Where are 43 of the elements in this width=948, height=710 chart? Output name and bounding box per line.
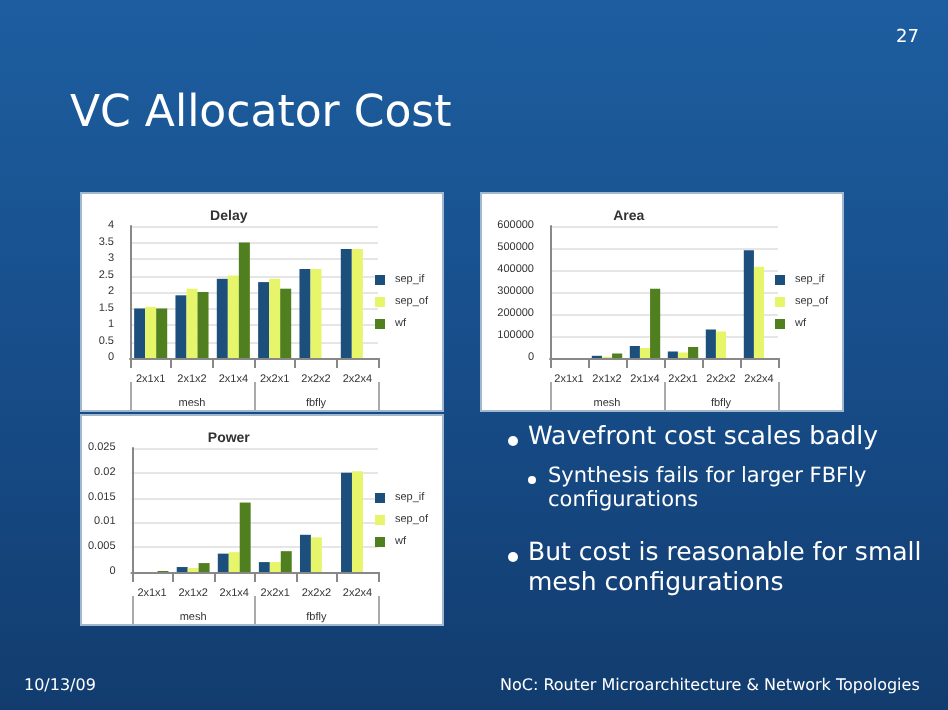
bar [667, 351, 678, 358]
bar [238, 242, 250, 358]
bar [198, 563, 210, 572]
bar [705, 329, 716, 358]
bar [258, 282, 270, 358]
bar [156, 308, 168, 358]
bar [650, 288, 661, 358]
bar [175, 295, 187, 358]
text: But cost is reasonable for small mesh configurations [528, 536, 924, 596]
bar [743, 250, 754, 358]
bar [269, 278, 281, 358]
bar [186, 288, 198, 358]
bar [227, 275, 239, 358]
bar [310, 537, 322, 572]
bar [629, 345, 640, 358]
bar [280, 288, 292, 358]
bar [351, 471, 363, 572]
text: Synthesis fails for larger FBFly configurations [548, 464, 868, 512]
bar [269, 562, 281, 572]
text: 27 [896, 28, 919, 48]
bar [351, 249, 363, 358]
bar [216, 278, 228, 358]
bar [280, 551, 292, 572]
bar [688, 347, 699, 358]
bar [217, 553, 229, 572]
text: NoC: Router Microarchitecture & Network Topologies [500, 676, 920, 694]
bar [197, 292, 209, 358]
bar [134, 308, 146, 358]
bar [715, 331, 727, 358]
bar [239, 502, 251, 572]
bar [299, 534, 311, 572]
bar [341, 472, 352, 572]
text: Wavefront cost scales badly [528, 420, 879, 450]
text: 10/13/09 [24, 676, 96, 694]
bar [639, 348, 651, 358]
bar [753, 266, 765, 358]
bar [228, 552, 240, 572]
bar [340, 249, 352, 358]
bar [299, 268, 311, 358]
bar [145, 306, 157, 358]
bar [258, 562, 270, 572]
text: VC Allocator Cost [70, 88, 452, 138]
bar [310, 268, 322, 358]
